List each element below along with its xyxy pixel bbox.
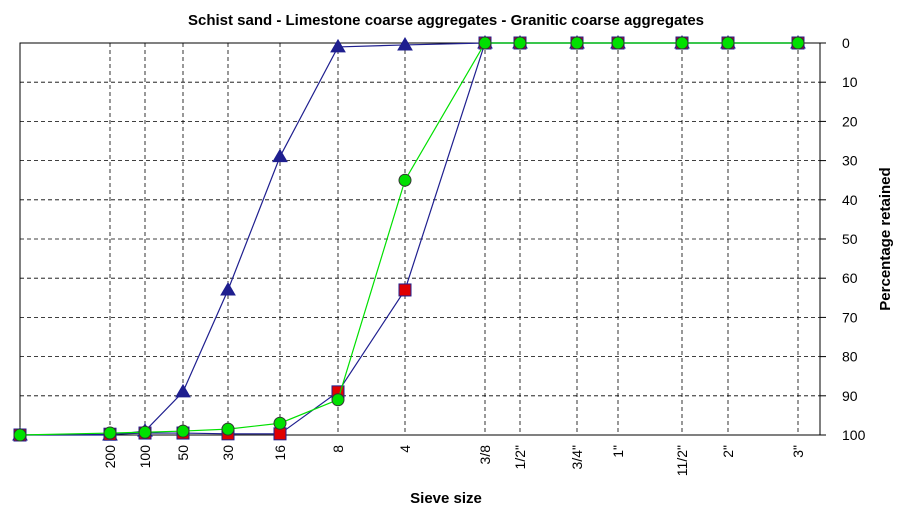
x-tick-label: 8 bbox=[330, 445, 346, 453]
marker bbox=[175, 383, 191, 398]
chart-title: Schist sand - Limestone coarse aggregate… bbox=[188, 12, 704, 29]
marker bbox=[331, 393, 345, 407]
x-tick-label: 4 bbox=[397, 445, 413, 453]
marker bbox=[138, 425, 152, 439]
marker bbox=[176, 424, 190, 438]
marker bbox=[221, 422, 235, 436]
y-axis-label: Percentage retained bbox=[877, 167, 894, 310]
y-tick-label: 20 bbox=[842, 113, 858, 129]
marker bbox=[398, 173, 412, 187]
x-tick-label: 100 bbox=[137, 445, 153, 469]
y-tick-label: 50 bbox=[842, 231, 858, 247]
marker bbox=[272, 148, 288, 163]
marker bbox=[103, 426, 117, 440]
y-tick-label: 80 bbox=[842, 349, 858, 365]
marker bbox=[398, 283, 412, 297]
x-tick-label: 3/4" bbox=[569, 445, 585, 469]
y-tick-label: 10 bbox=[842, 74, 858, 90]
marker bbox=[513, 36, 527, 50]
y-tick-label: 100 bbox=[842, 427, 866, 443]
x-tick-label: 30 bbox=[220, 445, 236, 461]
marker bbox=[397, 36, 413, 51]
y-tick-label: 90 bbox=[842, 388, 858, 404]
x-tick-label: 1" bbox=[610, 445, 626, 458]
x-tick-label: 2" bbox=[720, 445, 736, 458]
y-tick-label: 0 bbox=[842, 35, 850, 51]
marker bbox=[675, 36, 689, 50]
marker bbox=[13, 428, 27, 442]
marker bbox=[478, 36, 492, 50]
y-tick-label: 40 bbox=[842, 192, 858, 208]
x-axis-label: Sieve size bbox=[410, 490, 482, 507]
marker bbox=[721, 36, 735, 50]
marker bbox=[273, 416, 287, 430]
x-tick-label: 16 bbox=[272, 445, 288, 461]
x-tick-label: 1/2" bbox=[512, 445, 528, 469]
x-tick-label: 200 bbox=[102, 445, 118, 469]
x-tick-label: 11/2" bbox=[674, 445, 690, 476]
x-tick-label: 3/8 bbox=[477, 445, 493, 465]
marker bbox=[220, 281, 236, 296]
marker bbox=[611, 36, 625, 50]
marker bbox=[570, 36, 584, 50]
y-tick-label: 70 bbox=[842, 309, 858, 325]
plot-frame bbox=[19, 42, 821, 436]
y-tick-label: 60 bbox=[842, 270, 858, 286]
y-tick-label: 30 bbox=[842, 153, 858, 169]
x-tick-label: 3" bbox=[790, 445, 806, 458]
marker bbox=[330, 38, 346, 53]
x-tick-label: 50 bbox=[175, 445, 191, 461]
marker bbox=[791, 36, 805, 50]
